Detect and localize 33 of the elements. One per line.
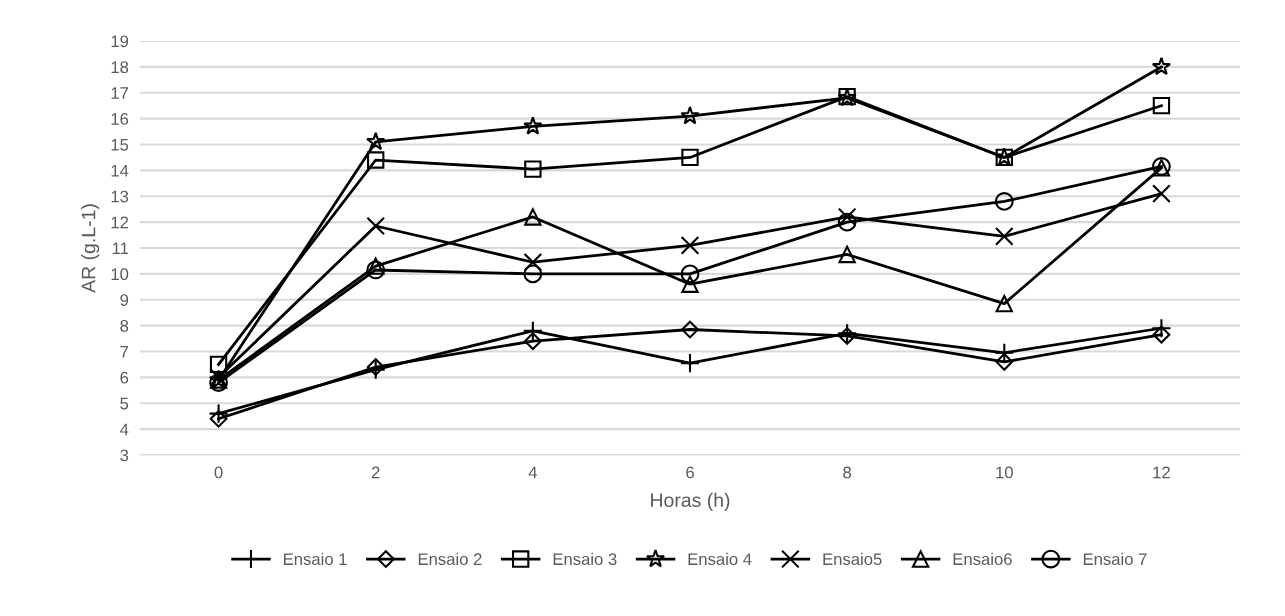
y-tick-label: 17 [111, 87, 129, 99]
y-tick-label: 3 [120, 449, 129, 462]
y-tick-label: 15 [111, 139, 129, 151]
legend-label: Ensaio 3 [553, 552, 617, 566]
legend-label: Ensaio 2 [418, 552, 482, 566]
x-tick-label: 12 [1153, 466, 1170, 479]
x-tick-label: 6 [686, 466, 694, 479]
y-tick-label: 18 [111, 61, 129, 74]
y-tick-label: 13 [111, 190, 129, 203]
y-tick-label: 12 [111, 216, 129, 229]
y-tick-label: 10 [111, 268, 129, 281]
legend-label: Ensaio 4 [688, 552, 752, 566]
x-tick-label: 0 [214, 466, 223, 479]
legend-label: Ensaio 7 [1083, 552, 1147, 566]
y-tick-label: 19 [111, 35, 129, 48]
y-tick-label: 6 [120, 371, 129, 384]
y-tick-label: 11 [112, 242, 129, 255]
x-axis-title: Horas (h) [651, 492, 730, 511]
x-tick-label: 4 [528, 466, 537, 479]
legend-label: Ensaio5 [823, 552, 882, 566]
legend-label: Ensaio 1 [284, 552, 347, 566]
y-tick-label: 9 [120, 294, 129, 306]
x-tick-label: 8 [843, 466, 852, 479]
y-tick-label: 14 [111, 164, 129, 177]
x-tick-label: 2 [371, 466, 380, 479]
y-tick-label: 16 [111, 113, 129, 125]
y-axis-title: AR (g.L-1) [81, 204, 100, 293]
y-tick-label: 4 [120, 423, 129, 436]
y-tick-label: 8 [120, 320, 129, 332]
x-tick-label: 10 [996, 466, 1013, 479]
y-tick-label: 7 [120, 346, 129, 358]
legend-label: Ensaio6 [953, 552, 1012, 566]
y-tick-label: 5 [120, 397, 129, 410]
